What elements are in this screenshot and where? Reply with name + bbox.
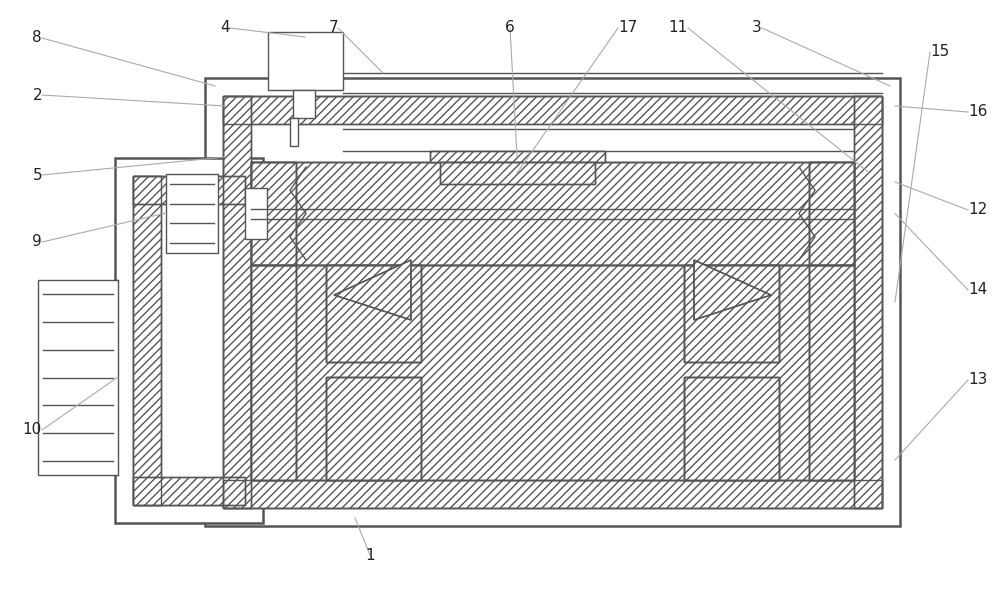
Bar — [251, 162, 296, 265]
Bar — [684, 265, 779, 362]
Bar — [440, 162, 595, 184]
Bar — [251, 162, 296, 265]
Text: 13: 13 — [968, 372, 987, 388]
Bar — [251, 162, 854, 265]
Text: 3: 3 — [752, 21, 762, 35]
Bar — [268, 32, 343, 90]
Bar — [809, 162, 854, 265]
Bar — [809, 162, 854, 265]
Text: 17: 17 — [618, 21, 637, 35]
Polygon shape — [334, 260, 411, 320]
Bar — [223, 480, 882, 508]
Bar — [223, 480, 882, 508]
Text: 1: 1 — [365, 548, 375, 562]
Bar — [133, 477, 245, 505]
Bar — [809, 162, 854, 265]
Bar — [251, 162, 854, 265]
Bar — [251, 162, 296, 265]
Text: 14: 14 — [968, 283, 987, 297]
Bar — [326, 265, 421, 362]
Bar — [854, 96, 882, 508]
Polygon shape — [694, 260, 771, 320]
Bar — [133, 176, 161, 505]
Bar — [251, 265, 296, 480]
Bar — [133, 176, 245, 204]
Bar — [684, 377, 779, 480]
Bar — [133, 477, 245, 505]
Text: 2: 2 — [32, 87, 42, 103]
Bar — [430, 151, 605, 162]
Text: 7: 7 — [328, 21, 338, 35]
Bar — [684, 377, 779, 480]
Bar — [809, 265, 854, 480]
Bar — [245, 188, 267, 240]
Bar — [223, 96, 251, 508]
Bar — [684, 377, 779, 480]
Bar — [326, 377, 421, 480]
Bar — [326, 265, 421, 362]
Text: 16: 16 — [968, 104, 987, 120]
Bar — [326, 377, 421, 480]
Bar — [293, 90, 315, 118]
Bar — [38, 280, 118, 475]
Text: 10: 10 — [23, 422, 42, 438]
Bar — [684, 265, 779, 362]
Bar — [251, 265, 854, 480]
Bar — [115, 158, 263, 523]
Text: 6: 6 — [505, 21, 515, 35]
Text: 11: 11 — [669, 21, 688, 35]
Bar — [166, 174, 218, 253]
Bar — [223, 96, 882, 508]
Bar — [133, 176, 245, 204]
Bar — [251, 162, 854, 265]
Bar — [251, 265, 296, 480]
Text: 4: 4 — [220, 21, 230, 35]
Bar — [326, 265, 421, 362]
Bar — [684, 265, 779, 362]
Bar — [326, 377, 421, 480]
Text: 5: 5 — [32, 168, 42, 182]
Text: 15: 15 — [930, 44, 949, 60]
Bar — [133, 176, 161, 505]
Bar — [223, 96, 882, 124]
Bar — [809, 265, 854, 480]
Bar — [430, 151, 605, 162]
Bar — [133, 176, 245, 505]
Bar — [854, 96, 882, 508]
Bar — [440, 162, 595, 184]
Bar — [290, 118, 298, 146]
Bar — [251, 265, 854, 480]
Bar — [223, 96, 882, 124]
Text: 12: 12 — [968, 202, 987, 218]
Text: 8: 8 — [32, 31, 42, 45]
Bar — [251, 265, 296, 480]
Text: 9: 9 — [32, 234, 42, 250]
Bar — [205, 78, 900, 526]
Bar — [223, 96, 251, 508]
Bar — [809, 265, 854, 480]
